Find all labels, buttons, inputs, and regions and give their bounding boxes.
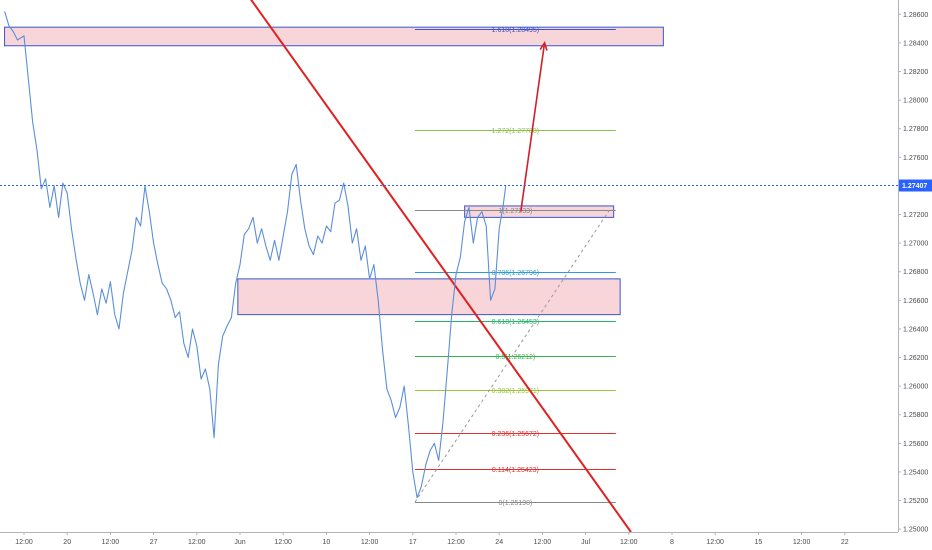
y-tick-label: 1.26200	[903, 355, 928, 362]
y-tick-label: 1.27600	[903, 155, 928, 162]
x-tick-label: 12:00	[620, 539, 638, 546]
fib-level-label: 0.618(1.26453)	[492, 319, 539, 326]
x-tick-label: 12:00	[102, 539, 120, 546]
y-tick-label: 1.25400	[903, 469, 928, 476]
current-price-tag: 1.27407	[899, 179, 932, 192]
y-tick-label: 1.27200	[903, 212, 928, 219]
y-tick-label: 1.28600	[903, 12, 928, 19]
x-tick-label: 10	[323, 539, 331, 546]
target-arrow-head	[539, 41, 548, 51]
fibonacci-levels[interactable]: 1.618(1.28495) 1.272(1.27788) 1(1.27233) 0.…	[414, 27, 616, 507]
y-tick-label: 1.25000	[903, 527, 928, 534]
x-tick-label: 15	[755, 539, 763, 546]
fib-level-label: 0.114(1.25423)	[492, 467, 539, 474]
y-tick-label: 1.26000	[903, 384, 928, 391]
x-tick-label: 22	[841, 539, 849, 546]
y-tick-label: 1.26600	[903, 298, 928, 305]
x-tick-label: 12:00	[534, 539, 552, 546]
fib-level-label: 1.272(1.27788)	[492, 128, 539, 135]
small-zone	[464, 205, 615, 218]
x-tick-label: 12:00	[447, 539, 465, 546]
overlays-layer	[250, 0, 632, 533]
x-tick-label: 27	[150, 539, 158, 546]
x-tick-label: 8	[670, 539, 674, 546]
y-tick-label: 1.28000	[903, 98, 928, 105]
y-tick-label: 1.25800	[903, 412, 928, 419]
x-tick-label: 12:00	[361, 539, 379, 546]
x-tick-label: 12:00	[793, 539, 811, 546]
fib-level-label: 0.236(1.25672)	[492, 431, 539, 438]
y-tick-label: 1.28200	[903, 69, 928, 76]
x-tick-label: 12:00	[15, 539, 33, 546]
x-tick-label: 20	[63, 539, 71, 546]
fib-level-label: 0(1.25190)	[498, 500, 532, 507]
x-axis[interactable]: 12:00 20 12:00 27 12:00 Jun 12:00 10 12:00 17 12:0…	[15, 532, 849, 546]
current-price-tag-background	[899, 179, 932, 192]
x-tick-label: 24	[495, 539, 503, 546]
x-tick-label: 17	[409, 539, 417, 546]
zones-layer	[4, 26, 664, 316]
current-price-tag-label: 1.27407	[902, 183, 927, 190]
y-tick-label: 1.27800	[903, 126, 928, 133]
y-tick-label: 1.26400	[903, 326, 928, 333]
fib-level-label: 0.382(1.25971)	[492, 388, 539, 395]
y-tick-label: 1.25200	[903, 498, 928, 505]
fib-level-label: 1.618(1.28495)	[492, 27, 539, 34]
fib-level-label: 1(1.27233)	[498, 208, 532, 215]
y-tick-label: 1.26800	[903, 269, 928, 276]
x-tick-label: 12:00	[706, 539, 724, 546]
x-tick-label: 12:00	[188, 539, 206, 546]
y-tick-label: 1.25600	[903, 441, 928, 448]
fib-dotted-diagonal	[414, 209, 610, 503]
series-layer	[4, 11, 507, 499]
x-tick-label: Jul	[581, 539, 590, 546]
x-tick-label: Jun	[234, 539, 245, 546]
y-tick-label: 1.28400	[903, 40, 928, 47]
trendline	[250, 0, 632, 533]
y-tick-label: 1.27000	[903, 241, 928, 248]
fib-level-label: 0.5(1.26212)	[496, 354, 536, 361]
x-tick-label: 12:00	[274, 539, 292, 546]
price-series-line	[4, 11, 507, 499]
target-arrow-shaft	[520, 42, 546, 212]
middle-zone	[237, 278, 621, 316]
upper-zone	[4, 26, 664, 47]
fib-level-label: 0.786(1.26796)	[492, 270, 539, 277]
